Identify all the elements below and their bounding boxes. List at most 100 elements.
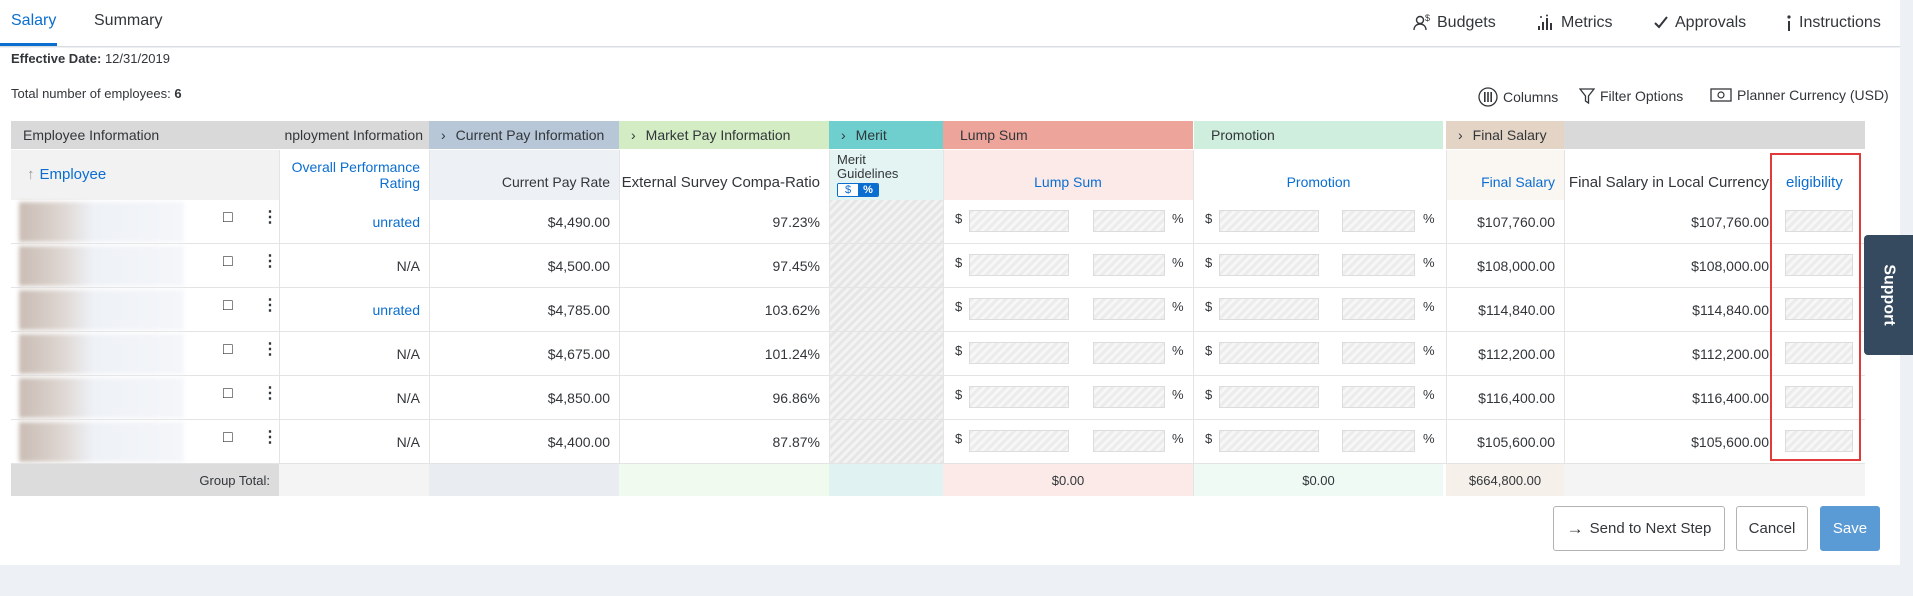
group-total-final-value: $664,800.00: [1468, 472, 1542, 488]
final-local-cell: $114,840.00: [1692, 302, 1769, 318]
input-field[interactable]: [1219, 210, 1319, 232]
more-options-icon[interactable]: ⋮: [262, 297, 278, 314]
group-total-blank: [279, 464, 429, 496]
instructions-link[interactable]: Instructions: [1785, 14, 1881, 32]
support-tab[interactable]: Support: [1864, 235, 1913, 355]
employee-avatar: [19, 378, 184, 418]
input-field[interactable]: [1785, 210, 1853, 232]
chevron-right-icon: ›: [841, 127, 846, 143]
col-external-survey[interactable]: External Survey Compa-Ratio: [619, 150, 829, 200]
row-divider: [11, 331, 1865, 332]
planner-currency-button[interactable]: Planner Currency (USD): [1710, 87, 1889, 103]
input-field[interactable]: [1785, 430, 1853, 452]
group-market-pay-label: Market Pay Information: [645, 127, 791, 143]
comment-icon[interactable]: □: [223, 253, 233, 270]
input-field[interactable]: [1785, 386, 1853, 408]
input-field[interactable]: [1093, 386, 1165, 408]
tab-summary[interactable]: Summary: [94, 12, 163, 29]
input-field[interactable]: [1093, 210, 1165, 232]
more-options-icon[interactable]: ⋮: [262, 341, 278, 358]
merit-unit-toggle[interactable]: $ %: [837, 183, 879, 197]
col-final-local[interactable]: Final Salary in Local Currency: [1564, 150, 1778, 200]
filter-options-button[interactable]: Filter Options: [1579, 87, 1683, 105]
columns-button[interactable]: Columns: [1478, 87, 1558, 107]
comment-icon[interactable]: □: [223, 341, 233, 358]
support-label: Support: [1880, 264, 1898, 326]
comment-icon[interactable]: □: [223, 385, 233, 402]
more-options-icon[interactable]: ⋮: [262, 429, 278, 446]
input-field[interactable]: [1219, 386, 1319, 408]
budgets-link[interactable]: $ Budgets: [1413, 14, 1496, 32]
promo-currency-symbol: $: [1205, 255, 1213, 270]
performance-rating-cell[interactable]: unrated: [372, 214, 420, 230]
merit-dollar-toggle[interactable]: $: [838, 184, 858, 196]
input-field[interactable]: [1093, 430, 1165, 452]
col-overall-performance[interactable]: Overall Performance Rating: [279, 150, 429, 200]
col-eligibility[interactable]: eligibility: [1786, 150, 1866, 200]
save-button[interactable]: Save: [1820, 506, 1880, 551]
comment-icon[interactable]: □: [223, 209, 233, 226]
final-salary-cell: $116,400.00: [1478, 390, 1555, 406]
input-field[interactable]: [1093, 254, 1165, 276]
input-field[interactable]: [969, 386, 1069, 408]
planner-currency-label: Planner Currency (USD): [1737, 87, 1889, 103]
comment-icon[interactable]: □: [223, 297, 233, 314]
group-final-salary[interactable]: › Final Salary: [1446, 121, 1564, 149]
group-merit-label: Merit: [855, 127, 887, 143]
group-current-pay[interactable]: › Current Pay Information: [429, 121, 619, 149]
chevron-right-icon: ›: [1458, 127, 1463, 143]
input-field[interactable]: [1342, 298, 1415, 320]
column-divider: [429, 150, 430, 496]
final-local-cell: $112,200.00: [1692, 346, 1769, 362]
group-total-current-pay: [429, 464, 619, 496]
input-field[interactable]: [969, 298, 1069, 320]
input-field[interactable]: [1785, 298, 1853, 320]
col-final-salary[interactable]: Final Salary: [1446, 150, 1564, 200]
group-market-pay[interactable]: › Market Pay Information: [619, 121, 829, 149]
group-total-market: [619, 464, 829, 496]
employee-avatar: [19, 202, 184, 242]
input-field[interactable]: [1342, 210, 1415, 232]
input-field[interactable]: [1219, 430, 1319, 452]
merit-percent-toggle[interactable]: %: [858, 184, 878, 196]
send-to-next-step-button[interactable]: → Send to Next Step: [1553, 506, 1725, 551]
group-merit[interactable]: › Merit: [829, 121, 943, 149]
group-promotion-label: Promotion: [1211, 127, 1275, 143]
input-field[interactable]: [969, 342, 1069, 364]
input-field[interactable]: [1342, 342, 1415, 364]
row-divider: [11, 375, 1865, 376]
column-divider: [1193, 150, 1194, 496]
input-field[interactable]: [1342, 386, 1415, 408]
input-field[interactable]: [969, 430, 1069, 452]
input-field[interactable]: [1219, 342, 1319, 364]
col-promotion[interactable]: Promotion: [1194, 150, 1443, 200]
input-field[interactable]: [1093, 342, 1165, 364]
approvals-link[interactable]: Approvals: [1653, 14, 1746, 32]
input-field[interactable]: [969, 210, 1069, 232]
comment-icon[interactable]: □: [223, 429, 233, 446]
employee-count: Total number of employees: 6: [11, 86, 182, 101]
current-pay-rate-cell: $4,850.00: [547, 390, 610, 406]
lump-percent-symbol: %: [1172, 255, 1184, 270]
col-lump-sum[interactable]: Lump Sum: [943, 150, 1193, 200]
metrics-link[interactable]: Metrics: [1537, 14, 1613, 32]
col-current-pay-rate[interactable]: Current Pay Rate: [429, 150, 619, 200]
more-options-icon[interactable]: ⋮: [262, 385, 278, 402]
input-field[interactable]: [1342, 254, 1415, 276]
group-employment-info[interactable]: nployment Information: [279, 121, 429, 149]
input-field[interactable]: [1785, 254, 1853, 276]
chevron-right-icon: ›: [441, 127, 446, 143]
input-field[interactable]: [1093, 298, 1165, 320]
input-field[interactable]: [1785, 342, 1853, 364]
performance-rating-cell[interactable]: unrated: [372, 302, 420, 318]
input-field[interactable]: [1219, 298, 1319, 320]
more-options-icon[interactable]: ⋮: [262, 253, 278, 270]
input-field[interactable]: [1342, 430, 1415, 452]
promo-percent-symbol: %: [1423, 343, 1435, 358]
input-field[interactable]: [969, 254, 1069, 276]
input-field[interactable]: [1219, 254, 1319, 276]
cancel-button[interactable]: Cancel: [1736, 506, 1808, 551]
tab-salary[interactable]: Salary: [11, 12, 57, 29]
col-employee[interactable]: ↑ Employee: [27, 164, 106, 184]
more-options-icon[interactable]: ⋮: [262, 209, 278, 226]
